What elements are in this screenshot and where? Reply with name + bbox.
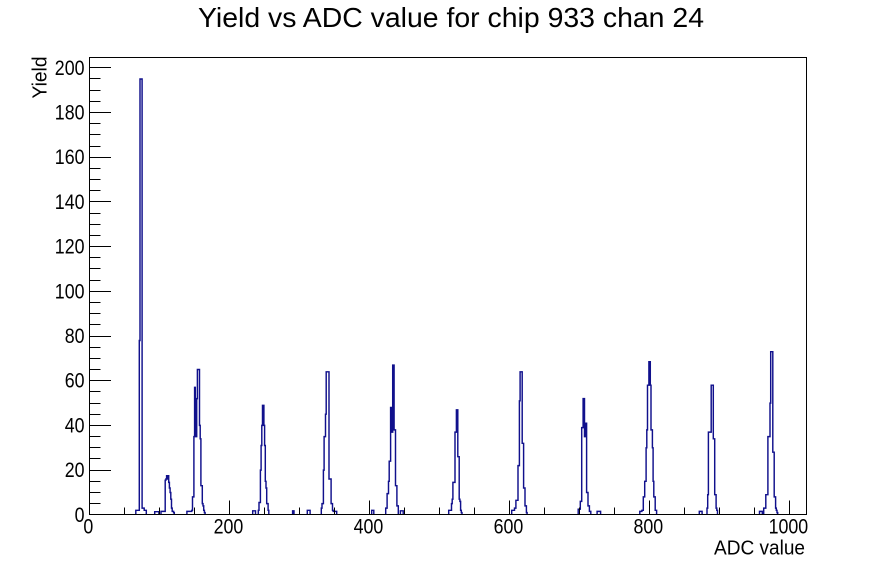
svg-text:40: 40 <box>65 414 85 437</box>
svg-text:60: 60 <box>65 370 85 393</box>
svg-text:80: 80 <box>65 325 85 348</box>
svg-text:ADC value: ADC value <box>714 537 805 560</box>
svg-text:20: 20 <box>65 459 85 482</box>
svg-text:200: 200 <box>214 516 244 539</box>
svg-text:100: 100 <box>55 280 85 303</box>
svg-text:140: 140 <box>55 191 85 214</box>
svg-text:160: 160 <box>55 146 85 169</box>
svg-text:1000: 1000 <box>769 516 809 539</box>
svg-text:120: 120 <box>55 236 85 259</box>
svg-text:600: 600 <box>494 516 524 539</box>
svg-text:Yield vs ADC value for chip 93: Yield vs ADC value for chip 933 chan 24 <box>198 2 704 33</box>
svg-text:400: 400 <box>354 516 384 539</box>
svg-text:200: 200 <box>55 57 85 80</box>
svg-text:180: 180 <box>55 102 85 125</box>
svg-text:0: 0 <box>75 504 85 527</box>
svg-text:800: 800 <box>634 516 664 539</box>
svg-text:0: 0 <box>83 516 93 539</box>
svg-text:Yield: Yield <box>29 57 52 99</box>
